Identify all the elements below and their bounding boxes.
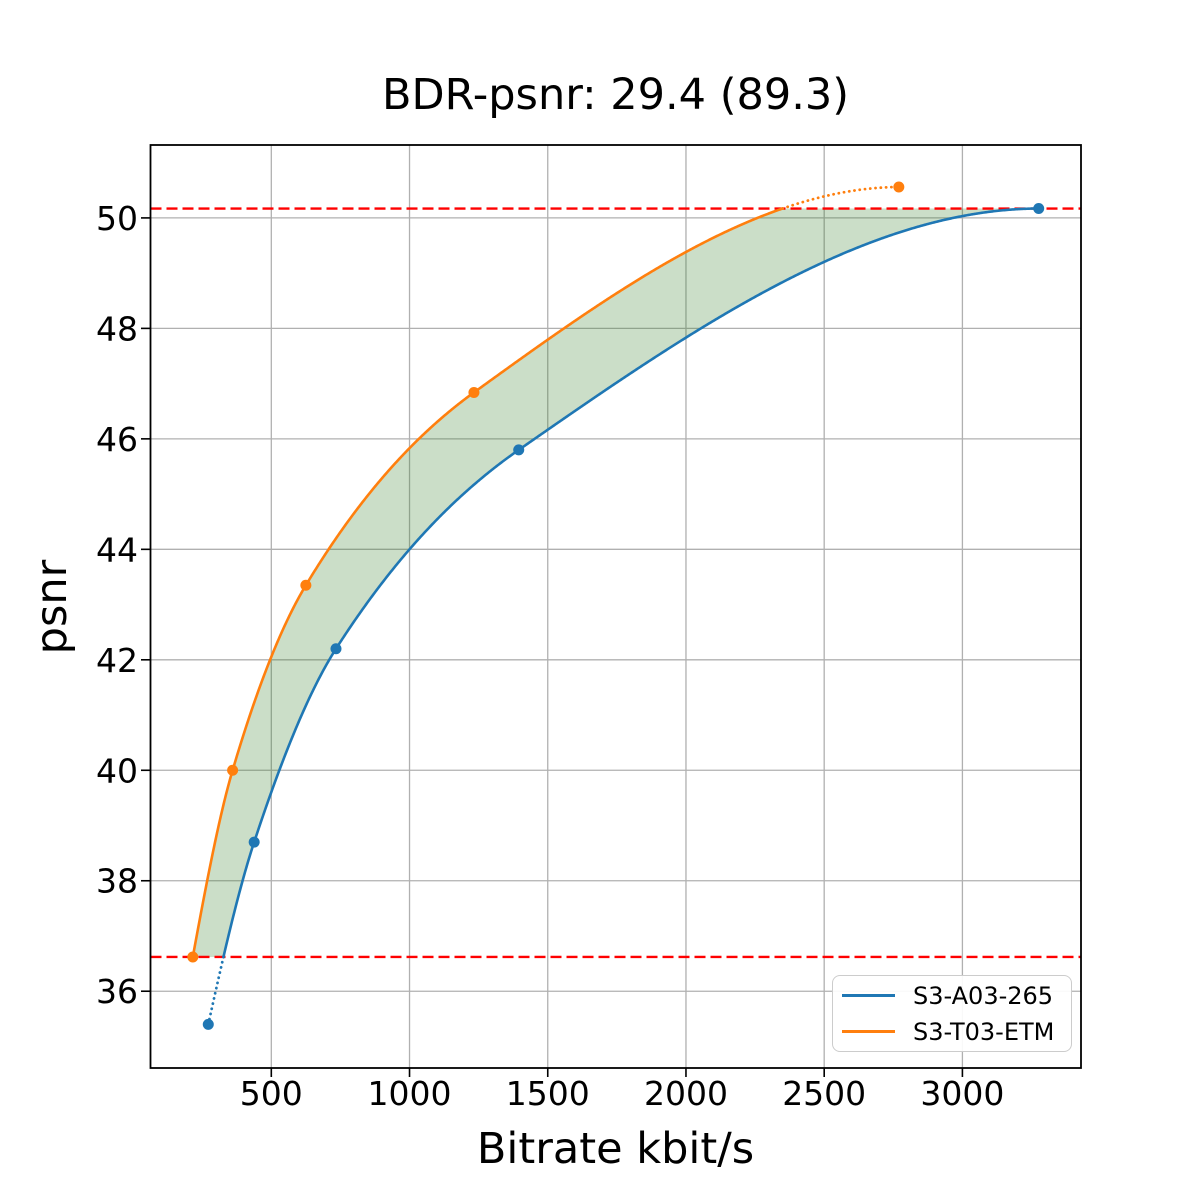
data-point-S3-A03-265	[1033, 203, 1045, 215]
x-tick-label: 500	[240, 1074, 303, 1113]
series-line-dotted-S3-T03-ETM	[781, 185, 901, 210]
bd-overlap-fill	[192, 208, 1039, 957]
x-tick-label: 3000	[920, 1074, 1004, 1113]
x-tick-label: 2500	[782, 1074, 866, 1113]
y-tick-label: 46	[96, 420, 138, 459]
legend-line-sample-orange	[842, 1030, 895, 1033]
data-point-S3-T03-ETM	[227, 764, 239, 776]
y-tick-label: 42	[96, 641, 138, 680]
legend-entry: S3-A03-265	[833, 978, 1071, 1014]
series-line-dotted-S3-A03-265	[206, 955, 225, 1026]
y-tick-label: 48	[96, 309, 138, 348]
data-point-S3-T03-ETM	[187, 951, 199, 963]
data-point-S3-A03-265	[202, 1018, 214, 1030]
y-tick-label: 44	[96, 530, 138, 569]
plot-border	[149, 144, 1082, 1069]
chart-title: BDR-psnr: 29.4 (89.3)	[382, 70, 849, 120]
legend-line-sample-blue	[842, 994, 895, 997]
legend-entry: S3-T03-ETM	[833, 1014, 1071, 1050]
y-tick-label: 50	[96, 199, 138, 238]
series-line-S3-T03-ETM	[191, 207, 784, 958]
y-axis-label: psnr	[27, 559, 77, 655]
data-point-S3-T03-ETM	[893, 181, 905, 193]
data-point-S3-A03-265	[330, 643, 342, 655]
x-axis-label: Bitrate kbit/s	[476, 1124, 755, 1174]
y-tick-label: 40	[96, 751, 138, 790]
data-point-S3-A03-265	[248, 836, 260, 848]
legend-label: S3-T03-ETM	[913, 1017, 1055, 1046]
legend-label: S3-A03-265	[913, 981, 1054, 1010]
x-tick-label: 1500	[506, 1074, 590, 1113]
legend: S3-A03-265 S3-T03-ETM	[832, 975, 1072, 1052]
y-tick-label: 38	[96, 862, 138, 901]
data-point-S3-A03-265	[513, 444, 525, 456]
x-tick-label: 1000	[368, 1074, 452, 1113]
series-line-S3-A03-265	[222, 207, 1039, 958]
y-tick-label: 36	[96, 972, 138, 1011]
x-tick-label: 2000	[644, 1074, 728, 1113]
data-point-S3-T03-ETM	[300, 579, 312, 591]
data-point-S3-T03-ETM	[468, 386, 480, 398]
